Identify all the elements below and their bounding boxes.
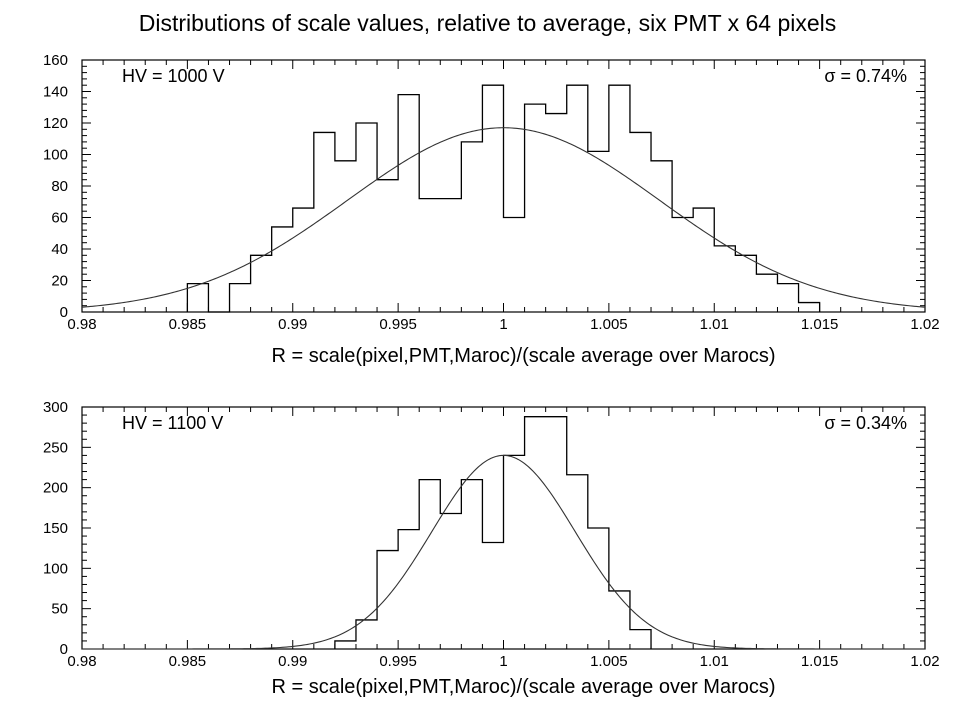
x-tick-label: 1.01 — [700, 653, 729, 670]
histogram-bin — [504, 218, 525, 313]
histogram-bin — [419, 199, 440, 312]
histogram-bin — [398, 95, 419, 312]
histogram-bin — [546, 417, 567, 649]
histogram-bin — [482, 85, 503, 312]
histogram-bin — [651, 161, 672, 312]
histogram-bin — [440, 199, 461, 312]
histogram-bin — [356, 620, 377, 649]
histogram-bin — [609, 85, 630, 312]
histogram-bin — [461, 142, 482, 312]
hv-annotation: HV = 1100 V — [122, 413, 223, 433]
x-tick-label: 1.01 — [700, 316, 729, 333]
histogram-bin — [419, 480, 440, 649]
histogram-plot-hv1000: 0.98 0.985 0.99 0.995 1 1.005 1.01 1.015 1.02 0 20… — [43, 52, 940, 367]
x-tick-label: 1 — [499, 316, 507, 333]
x-tick-label: 0.995 — [379, 316, 417, 333]
histogram-bin — [482, 543, 503, 649]
y-tick-label: 200 — [43, 480, 68, 497]
histogram-plot-hv1100: 0.98 0.985 0.99 0.995 1 1.005 1.01 1.015 1.02 0 50… — [43, 399, 940, 698]
x-axis-label: R = scale(pixel,PMT,Maroc)/(scale averag… — [271, 345, 775, 367]
histogram-bin — [799, 303, 820, 312]
x-axis-ticks — [81, 407, 926, 649]
histogram-bin — [756, 274, 777, 312]
histogram-bars — [335, 417, 651, 649]
y-tick-label: 140 — [43, 84, 68, 101]
x-tick-label: 0.99 — [278, 653, 307, 670]
x-tick-label: 0.985 — [169, 653, 207, 670]
x-tick-label: 0.98 — [67, 653, 96, 670]
histogram-bin — [588, 528, 609, 649]
x-tick-label: 1.005 — [590, 653, 628, 670]
histogram-outline — [186, 84, 821, 313]
histogram-bin — [714, 246, 735, 312]
x-tick-label: 0.985 — [169, 316, 207, 333]
histogram-bin — [567, 475, 588, 649]
hv-annotation: HV = 1000 V — [122, 66, 225, 86]
y-tick-label: 120 — [43, 115, 68, 132]
x-tick-label: 1.005 — [590, 316, 628, 333]
histogram-bin — [293, 208, 314, 312]
y-tick-label: 160 — [43, 52, 68, 69]
histogram-bin — [335, 641, 356, 649]
gaussian-fit-curve — [81, 127, 926, 308]
x-axis-label: R = scale(pixel,PMT,Maroc)/(scale averag… — [271, 676, 775, 698]
y-tick-label: 80 — [51, 178, 68, 195]
histogram-bin — [398, 530, 419, 649]
histogram-bin — [609, 591, 630, 649]
histogram-bin — [567, 85, 588, 312]
y-tick-label: 60 — [51, 210, 68, 227]
histogram-bin — [630, 630, 651, 649]
x-tick-label: 1 — [499, 653, 507, 670]
y-tick-label: 250 — [43, 439, 68, 456]
x-tick-label: 1.02 — [910, 653, 939, 670]
x-tick-label: 0.995 — [379, 653, 417, 670]
histogram-bin — [735, 255, 756, 312]
y-tick-label: 0 — [60, 304, 68, 321]
histogram-bin — [230, 284, 251, 312]
histogram-bin — [377, 180, 398, 312]
histogram-bin — [693, 208, 714, 312]
histogram-bin — [504, 455, 525, 649]
y-axis-ticks — [82, 59, 925, 313]
histogram-bin — [630, 132, 651, 312]
histogram-outline — [334, 416, 652, 649]
y-tick-label: 300 — [43, 399, 68, 416]
x-tick-label: 1.015 — [801, 316, 839, 333]
gaussian-fit-curve — [82, 454, 925, 650]
y-tick-label: 150 — [43, 520, 68, 537]
x-tick-label: 0.99 — [278, 316, 307, 333]
histogram-bin — [377, 551, 398, 649]
histogram-bin — [251, 255, 272, 312]
sigma-annotation: σ = 0.74% — [824, 66, 907, 86]
y-tick-label: 100 — [43, 147, 68, 164]
y-tick-label: 20 — [51, 273, 68, 290]
histogram-bin — [356, 123, 377, 312]
chart-title: Distributions of scale values, relative … — [138, 10, 837, 36]
histogram-bin — [461, 480, 482, 649]
sigma-annotation: σ = 0.34% — [824, 413, 907, 433]
y-tick-label: 100 — [43, 560, 68, 577]
y-tick-label: 50 — [51, 601, 68, 618]
histogram-bin — [525, 417, 546, 649]
x-tick-label: 1.015 — [801, 653, 839, 670]
y-tick-label: 0 — [60, 641, 68, 658]
histogram-bin — [588, 151, 609, 312]
histogram-bin — [525, 104, 546, 312]
x-tick-label: 1.02 — [910, 316, 939, 333]
histogram-bin — [777, 284, 798, 312]
histogram-bin — [440, 513, 461, 649]
y-tick-label: 40 — [51, 241, 68, 258]
x-tick-label: 0.98 — [67, 316, 96, 333]
histogram-bin — [672, 218, 693, 313]
histogram-bin — [546, 114, 567, 312]
histogram-bin — [335, 161, 356, 312]
